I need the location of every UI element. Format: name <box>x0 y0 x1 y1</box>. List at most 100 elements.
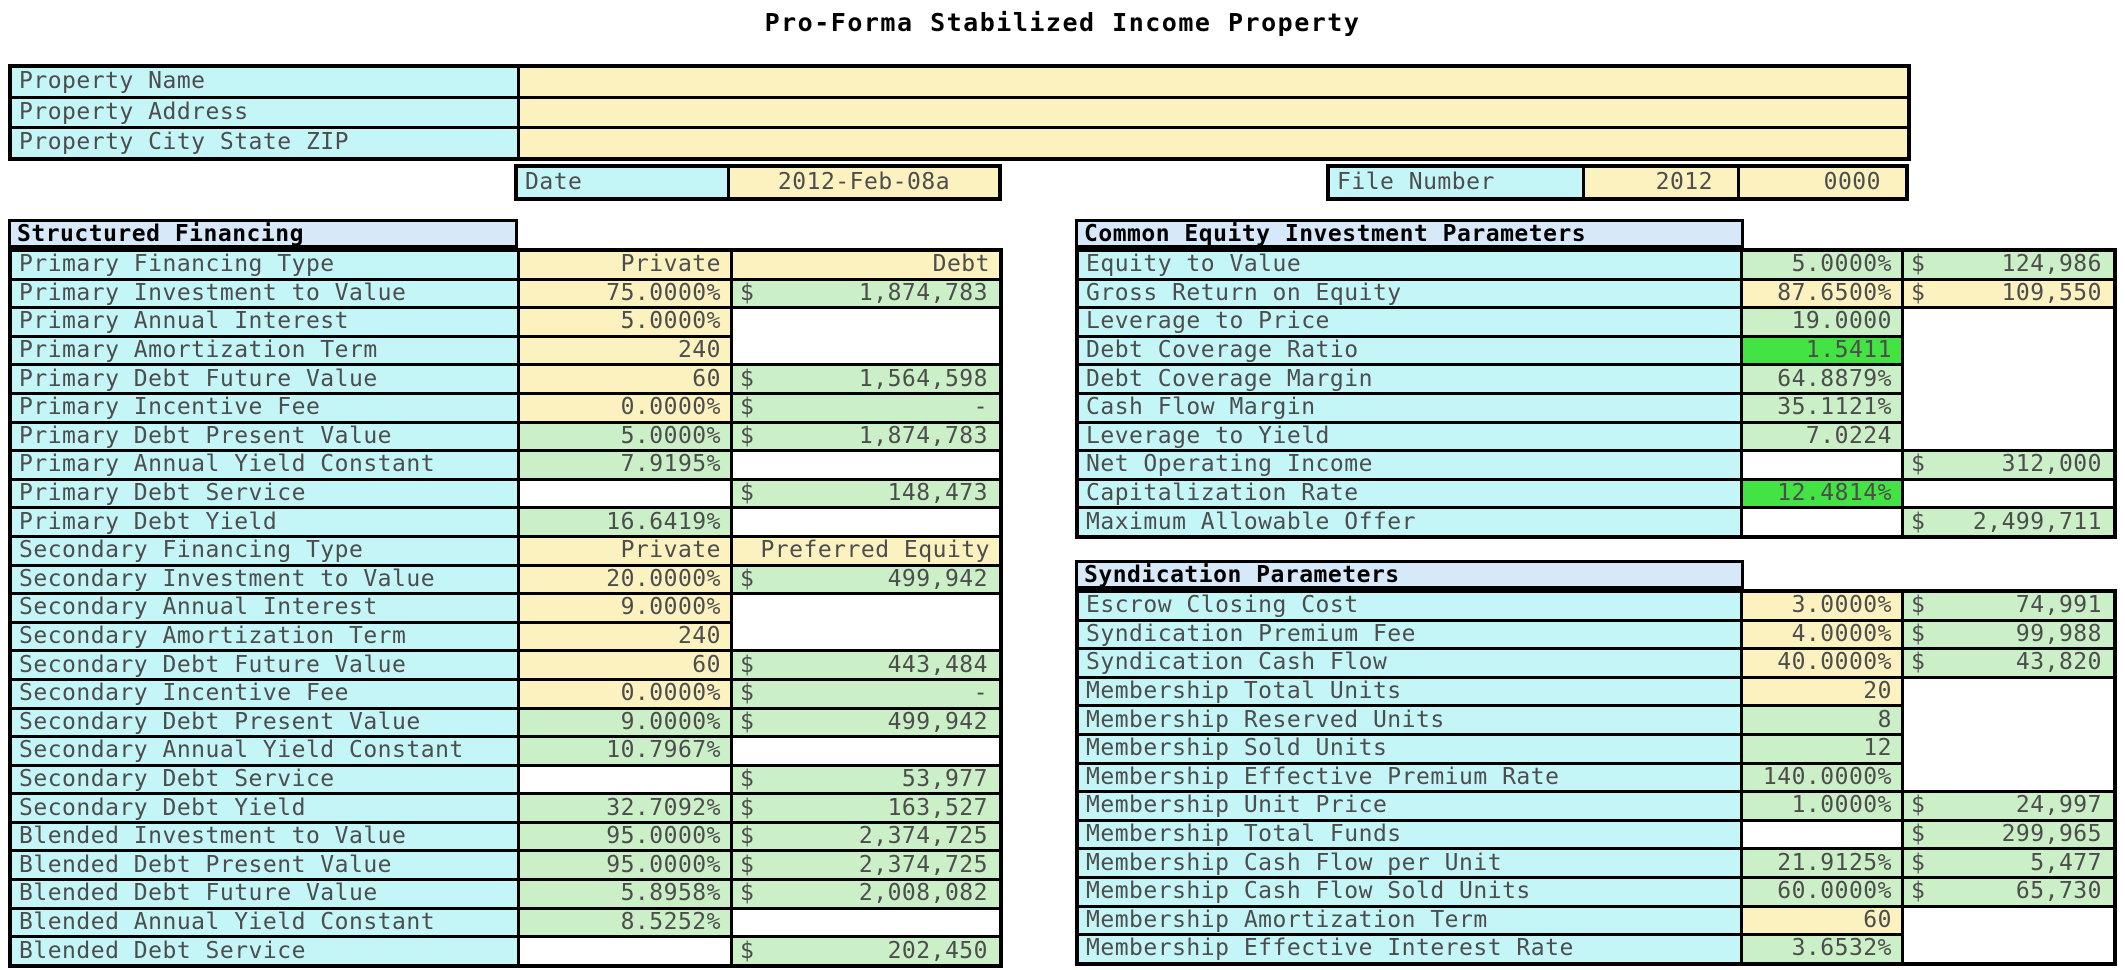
value-cell[interactable]: 32.7092% <box>520 795 730 821</box>
row-label-cell[interactable]: Debt Coverage Margin <box>1079 366 1740 392</box>
value-cell[interactable]: 12.4814% <box>1743 480 1901 507</box>
row-label-cell[interactable]: Syndication Premium Fee <box>1079 621 1740 648</box>
row-label-cell[interactable]: Secondary Debt Service <box>12 766 517 793</box>
value-cell[interactable]: 40.0000% <box>1743 650 1901 676</box>
row-label-cell[interactable]: Membership Effective Interest Rate <box>1079 936 1740 962</box>
empty-cell[interactable] <box>733 595 999 650</box>
empty-cell[interactable] <box>1904 480 2113 507</box>
value-cell[interactable]: 87.6500% <box>1743 280 1901 307</box>
value-cell[interactable]: Preferred Equity <box>733 537 999 564</box>
money-cell[interactable]: $43,820 <box>1904 650 2113 676</box>
empty-cell[interactable] <box>1904 678 2113 791</box>
row-label-cell[interactable]: Secondary Investment to Value <box>12 566 517 593</box>
value-cell[interactable]: 35.1121% <box>1743 394 1901 421</box>
value-cell[interactable]: 3.0000% <box>1743 593 1901 619</box>
row-label-cell[interactable]: Membership Effective Premium Rate <box>1079 764 1740 791</box>
row-label-cell[interactable]: Debt Coverage Ratio <box>1079 337 1740 364</box>
empty-cell[interactable] <box>520 938 730 964</box>
file-number-label[interactable]: File Number <box>1330 168 1582 197</box>
property-address-label[interactable]: Property Address <box>12 98 517 127</box>
row-label-cell[interactable]: Secondary Annual Interest <box>12 595 517 621</box>
row-label-cell[interactable]: Primary Amortization Term <box>12 337 517 364</box>
row-label-cell[interactable]: Membership Total Units <box>1079 678 1740 705</box>
row-label-cell[interactable]: Primary Investment to Value <box>12 280 517 307</box>
value-cell[interactable]: 95.0000% <box>520 852 730 879</box>
money-cell[interactable]: $65,730 <box>1904 878 2113 905</box>
row-label-cell[interactable]: Membership Reserved Units <box>1079 707 1740 733</box>
value-cell[interactable]: 5.0000% <box>520 309 730 335</box>
money-cell[interactable]: $74,991 <box>1904 593 2113 619</box>
value-cell[interactable]: 21.9125% <box>1743 850 1901 876</box>
property-name-label[interactable]: Property Name <box>12 68 517 96</box>
row-label-cell[interactable]: Secondary Debt Future Value <box>12 652 517 678</box>
row-label-cell[interactable]: Escrow Closing Cost <box>1079 593 1740 619</box>
value-cell[interactable]: 9.0000% <box>520 595 730 621</box>
empty-cell[interactable] <box>733 738 999 764</box>
money-cell[interactable]: $5,477 <box>1904 850 2113 876</box>
money-cell[interactable]: $2,374,725 <box>733 852 999 879</box>
row-label-cell[interactable]: Secondary Debt Present Value <box>12 709 517 736</box>
empty-cell[interactable] <box>733 909 999 936</box>
row-label-cell[interactable]: Blended Investment to Value <box>12 823 517 850</box>
row-label-cell[interactable]: Secondary Annual Yield Constant <box>12 738 517 764</box>
money-cell[interactable]: $2,374,725 <box>733 823 999 850</box>
value-cell[interactable]: 8 <box>1743 707 1901 733</box>
empty-cell[interactable] <box>1743 452 1901 478</box>
row-label-cell[interactable]: Syndication Cash Flow <box>1079 650 1740 676</box>
money-cell[interactable]: $163,527 <box>733 795 999 821</box>
money-cell[interactable]: $443,484 <box>733 652 999 678</box>
row-label-cell[interactable]: Primary Annual Interest <box>12 309 517 335</box>
money-cell[interactable]: $2,008,082 <box>733 881 999 907</box>
row-label-cell[interactable]: Secondary Amortization Term <box>12 623 517 650</box>
money-cell[interactable]: $312,000 <box>1904 452 2113 478</box>
value-cell[interactable]: 7.0224 <box>1743 423 1901 450</box>
property-name-value[interactable] <box>520 68 1907 96</box>
file-year-value[interactable]: 2012 <box>1585 168 1737 197</box>
row-label-cell[interactable]: Gross Return on Equity <box>1079 280 1740 307</box>
value-cell[interactable]: 19.0000 <box>1743 309 1901 335</box>
row-label-cell[interactable]: Secondary Debt Yield <box>12 795 517 821</box>
date-label[interactable]: Date <box>518 168 727 197</box>
value-cell[interactable]: 8.5252% <box>520 909 730 936</box>
row-label-cell[interactable]: Primary Debt Service <box>12 480 517 507</box>
money-cell[interactable]: $1,564,598 <box>733 366 999 392</box>
empty-cell[interactable] <box>1904 309 2113 450</box>
money-cell[interactable]: $202,450 <box>733 938 999 964</box>
money-cell[interactable]: $99,988 <box>1904 621 2113 648</box>
value-cell[interactable]: 7.9195% <box>520 452 730 478</box>
property-address-value[interactable] <box>520 98 1907 127</box>
value-cell[interactable]: 240 <box>520 623 730 650</box>
value-cell[interactable]: Debt <box>733 252 999 278</box>
value-cell[interactable]: 9.0000% <box>520 709 730 736</box>
empty-cell[interactable] <box>1743 509 1901 535</box>
value-cell[interactable]: 95.0000% <box>520 823 730 850</box>
value-cell[interactable]: 240 <box>520 337 730 364</box>
row-label-cell[interactable]: Net Operating Income <box>1079 452 1740 478</box>
value-cell[interactable]: 3.6532% <box>1743 936 1901 962</box>
value-cell[interactable]: 60 <box>520 652 730 678</box>
money-cell[interactable]: $109,550 <box>1904 280 2113 307</box>
value-cell[interactable]: 5.0000% <box>520 423 730 450</box>
row-label-cell[interactable]: Membership Cash Flow Sold Units <box>1079 878 1740 905</box>
date-value[interactable]: 2012-Feb-08a <box>730 168 998 197</box>
row-label-cell[interactable]: Membership Unit Price <box>1079 793 1740 819</box>
value-cell[interactable]: 60.0000% <box>1743 878 1901 905</box>
row-label-cell[interactable]: Membership Sold Units <box>1079 735 1740 762</box>
row-label-cell[interactable]: Secondary Incentive Fee <box>12 680 517 707</box>
row-label-cell[interactable]: Secondary Financing Type <box>12 537 517 564</box>
file-number-value[interactable]: 0000 <box>1740 168 1905 197</box>
money-cell[interactable]: $124,986 <box>1904 252 2113 278</box>
row-label-cell[interactable]: Membership Amortization Term <box>1079 907 1740 934</box>
property-city-state-zip-value[interactable] <box>520 129 1907 157</box>
value-cell[interactable]: Private <box>520 252 730 278</box>
row-label-cell[interactable]: Primary Debt Future Value <box>12 366 517 392</box>
money-cell[interactable]: $1,874,783 <box>733 280 999 307</box>
row-label-cell[interactable]: Primary Debt Yield <box>12 509 517 535</box>
row-label-cell[interactable]: Leverage to Price <box>1079 309 1740 335</box>
value-cell[interactable]: 0.0000% <box>520 394 730 421</box>
value-cell[interactable]: 20.0000% <box>520 566 730 593</box>
value-cell[interactable]: 16.6419% <box>520 509 730 535</box>
money-cell[interactable]: $24,997 <box>1904 793 2113 819</box>
row-label-cell[interactable]: Blended Debt Future Value <box>12 881 517 907</box>
value-cell[interactable]: 10.7967% <box>520 738 730 764</box>
